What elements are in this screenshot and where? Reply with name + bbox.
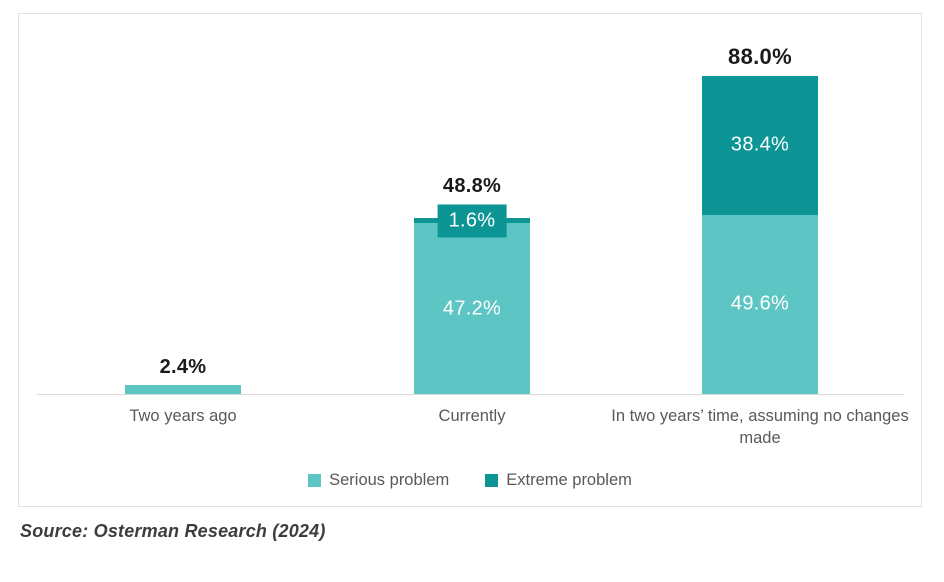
bar-segment-serious-problem [414,223,530,394]
legend: Serious problem Extreme problem [19,471,921,490]
x-axis-line [37,394,904,395]
category-label: In two years’ time, assuming no changes … [611,407,909,447]
segment-value-badge: 1.6% [437,204,507,238]
legend-label: Extreme problem [506,471,632,489]
bar-segment-serious-problem [125,385,241,394]
segment-value-label: 49.6% [730,292,790,315]
bar-total-label: 48.8% [442,174,502,197]
source-caption: Source: Osterman Research (2024) [20,521,326,541]
chart-area: 2.4% 47.2% 1.6% 48.8% 49.6% 38.4% 88.0% Two ye… [18,13,922,507]
plot-area: 2.4% 47.2% 1.6% 48.8% 49.6% 38.4% 88.0% [19,14,921,506]
bar-segment-serious-problem [702,214,818,394]
category-label: Two years ago [129,407,237,425]
bar-total-label: 88.0% [728,43,792,69]
legend-label: Serious problem [329,471,450,489]
legend-swatch [485,474,499,487]
legend-swatch [308,474,322,487]
legend-item: Extreme problem [485,471,632,490]
segment-value-label: 38.4% [730,133,790,156]
segment-value-label: 47.2% [442,297,502,320]
bar-segment-extreme-problem [702,75,818,215]
category-label: Currently [438,407,506,425]
legend-item: Serious problem [308,471,449,490]
bar-total-label: 2.4% [159,356,207,379]
